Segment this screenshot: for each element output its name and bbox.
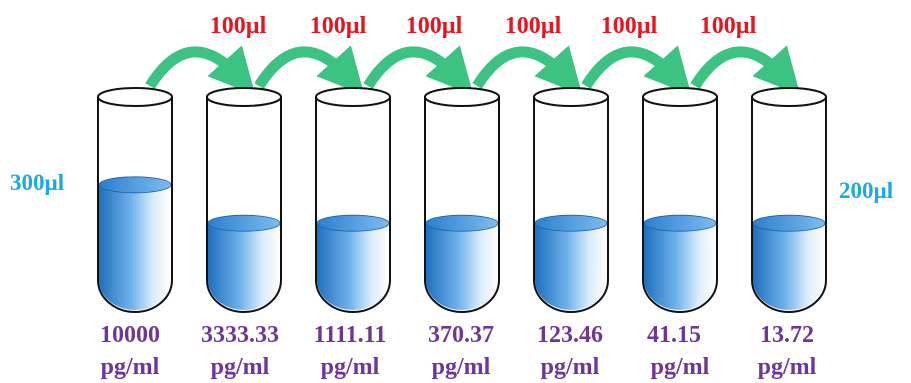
tube-4-concentration: 370.37 xyxy=(428,322,494,348)
liquid-fill xyxy=(644,223,716,310)
liquid-fill xyxy=(208,223,280,310)
test-tube-6 xyxy=(642,87,718,313)
tube-rim xyxy=(315,87,391,107)
tube-1-unit: pg/ml xyxy=(101,354,160,380)
tube-rim xyxy=(751,87,827,107)
transfer-arrow-4 xyxy=(472,45,583,96)
transfer-arrow-6 xyxy=(690,45,801,96)
transfer-arrow-2 xyxy=(254,45,365,96)
liquid-surface xyxy=(207,214,281,232)
test-tube-4 xyxy=(424,87,500,313)
liquid-surface xyxy=(752,214,826,232)
transfer-label-3: 100µl xyxy=(406,13,463,39)
transfer-arrow-5 xyxy=(581,45,692,96)
tube-7-concentration: 13.72 xyxy=(760,322,814,348)
liquid-fill xyxy=(99,184,171,310)
tube-outline xyxy=(751,97,827,313)
transfer-label-6: 100µl xyxy=(700,13,757,39)
liquid-fill xyxy=(317,223,389,310)
tube-6-unit: pg/ml xyxy=(651,354,710,380)
tube-outline xyxy=(424,97,500,313)
liquid-surface xyxy=(425,214,499,232)
tube-rim xyxy=(97,87,173,107)
liquid-fill xyxy=(535,223,607,310)
liquid-fill xyxy=(426,223,498,310)
tube-3-concentration: 1111.11 xyxy=(314,322,387,348)
tube-4-unit: pg/ml xyxy=(432,354,491,380)
tube-rim xyxy=(206,87,282,107)
test-tube-7 xyxy=(751,87,827,313)
tube-outline xyxy=(642,97,718,313)
tube-outline xyxy=(533,97,609,313)
test-tubes xyxy=(97,87,827,313)
tube-outline xyxy=(206,97,282,313)
tube-rim xyxy=(424,87,500,107)
tube-7-unit: pg/ml xyxy=(758,354,817,380)
tube-rim xyxy=(642,87,718,107)
tube-5-concentration: 123.46 xyxy=(537,322,603,348)
test-tube-1 xyxy=(97,87,173,313)
liquid-surface xyxy=(98,176,172,194)
test-tube-2 xyxy=(206,87,282,313)
tube-3-unit: pg/ml xyxy=(321,354,380,380)
tube-1-concentration: 10000 xyxy=(100,322,160,348)
concentration-labels: 10000 pg/ml 3333.33 pg/ml 1111.11 pg/ml … xyxy=(100,322,817,380)
test-tube-3 xyxy=(315,87,391,313)
liquid-surface xyxy=(316,214,390,232)
transfer-arrows xyxy=(145,45,801,96)
tube-rim xyxy=(533,87,609,107)
liquid-fill xyxy=(753,223,825,310)
transfer-label-2: 100µl xyxy=(310,13,367,39)
transfer-label-5: 100µl xyxy=(601,13,658,39)
tube-2-concentration: 3333.33 xyxy=(201,322,279,348)
tube-5-unit: pg/ml xyxy=(541,354,600,380)
transfer-arrow-3 xyxy=(363,45,474,96)
transfer-label-4: 100µl xyxy=(505,13,562,39)
transfer-arrow-1 xyxy=(145,45,256,96)
starting-volume-label: 300µl xyxy=(10,170,64,195)
tube-outline xyxy=(97,97,173,313)
tube-6-concentration: 41.15 xyxy=(647,322,701,348)
transfer-labels: 100µl 100µl 100µl 100µl 100µl 100µl xyxy=(210,13,757,39)
liquid-surface xyxy=(643,214,717,232)
test-tube-5 xyxy=(533,87,609,313)
final-volume-label: 200µl xyxy=(839,178,893,203)
tube-2-unit: pg/ml xyxy=(211,354,270,380)
liquid-surface xyxy=(534,214,608,232)
tube-outline xyxy=(315,97,391,313)
transfer-label-1: 100µl xyxy=(210,13,267,39)
